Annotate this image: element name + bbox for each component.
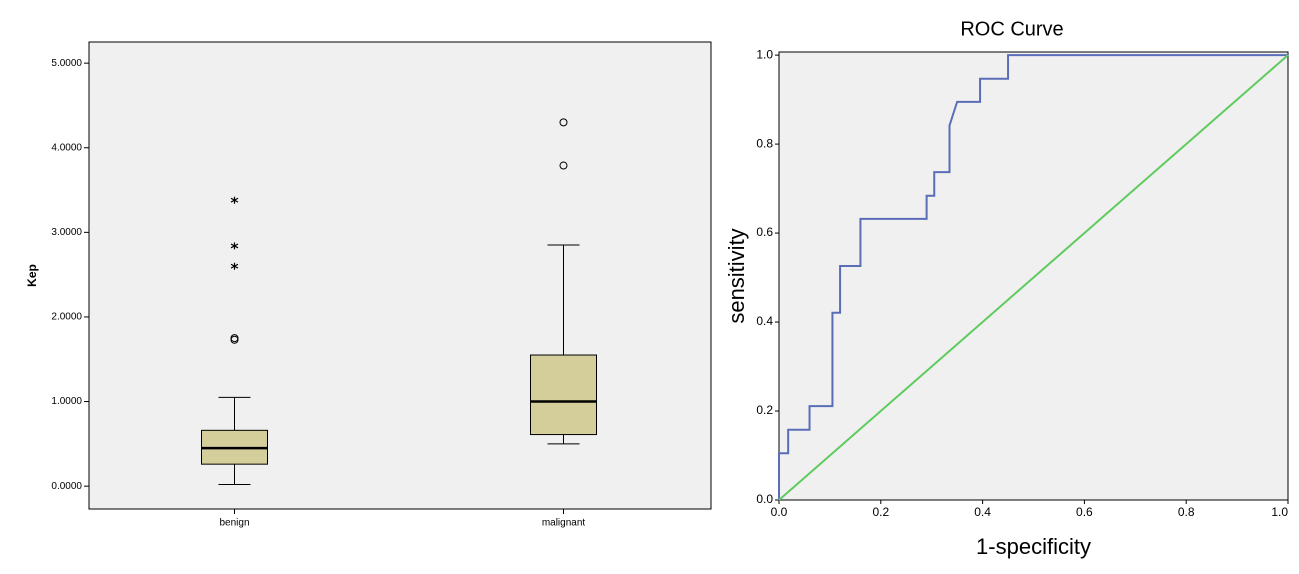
box bbox=[530, 354, 597, 436]
x-axis-label: 1-specificity bbox=[976, 534, 1091, 559]
y-tick-label: 0.4 bbox=[756, 314, 773, 328]
y-axis-label: sensitivity bbox=[724, 228, 749, 323]
x-tick-label: 0.4 bbox=[974, 505, 991, 519]
y-tick-label: 3.0000 bbox=[51, 227, 82, 238]
x-tick-label: malignant bbox=[542, 518, 586, 529]
x-tick-label: 1.0 bbox=[1271, 505, 1288, 519]
y-tick-label: 0.8 bbox=[756, 136, 773, 150]
roc-line bbox=[778, 54, 1289, 501]
chart-title: ROC Curve bbox=[960, 18, 1063, 40]
y-tick-label: 1.0 bbox=[756, 47, 773, 61]
y-tick-label: 0.0000 bbox=[51, 481, 82, 492]
extreme bbox=[230, 196, 239, 204]
roc-line bbox=[778, 54, 1288, 500]
outlier bbox=[559, 118, 568, 127]
x-tick-label: 0.6 bbox=[1076, 505, 1093, 519]
plot-area bbox=[88, 41, 712, 510]
y-tick-label: 2.0000 bbox=[51, 312, 82, 323]
y-tick-label: 5.0000 bbox=[51, 58, 82, 69]
y-tick-label: 1.0000 bbox=[51, 396, 82, 407]
outlier bbox=[559, 161, 568, 170]
extreme bbox=[230, 262, 239, 270]
x-tick-label: benign bbox=[219, 518, 249, 529]
x-tick-label: 0.8 bbox=[1178, 505, 1195, 519]
x-tick-label: 0.2 bbox=[872, 505, 889, 519]
x-tick-label: 0.0 bbox=[771, 505, 788, 519]
y-tick-label: 4.0000 bbox=[51, 142, 82, 153]
y-tick-label: 0.6 bbox=[756, 225, 773, 239]
outlier bbox=[230, 334, 239, 343]
y-tick-label: 0.0 bbox=[756, 492, 773, 506]
extreme bbox=[230, 242, 239, 250]
y-axis-label: Kep bbox=[25, 264, 39, 287]
y-tick-label: 0.2 bbox=[756, 403, 773, 417]
